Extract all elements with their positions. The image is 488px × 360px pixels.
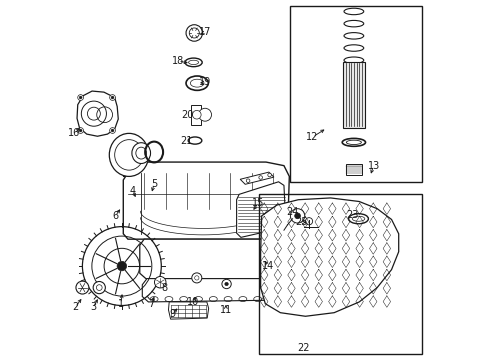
Text: 8: 8 xyxy=(162,283,167,293)
Bar xyxy=(258,194,421,354)
Text: 21: 21 xyxy=(180,136,192,145)
Ellipse shape xyxy=(132,143,150,163)
Polygon shape xyxy=(123,162,289,239)
Text: 24: 24 xyxy=(285,207,298,217)
Polygon shape xyxy=(142,279,283,302)
Circle shape xyxy=(79,129,82,132)
Circle shape xyxy=(224,282,228,286)
Circle shape xyxy=(192,111,201,119)
Polygon shape xyxy=(240,172,273,184)
Text: 14: 14 xyxy=(261,261,273,271)
Circle shape xyxy=(185,25,202,41)
Text: 23: 23 xyxy=(345,210,358,220)
Text: 11: 11 xyxy=(219,305,231,315)
Polygon shape xyxy=(168,302,208,319)
Text: 3: 3 xyxy=(90,302,96,312)
Polygon shape xyxy=(236,182,285,237)
Circle shape xyxy=(109,128,115,134)
Polygon shape xyxy=(140,239,283,279)
Circle shape xyxy=(96,285,102,291)
Circle shape xyxy=(154,276,165,288)
Text: 25: 25 xyxy=(295,217,307,227)
Circle shape xyxy=(117,261,126,271)
Circle shape xyxy=(93,282,105,294)
Circle shape xyxy=(76,281,89,294)
Text: 7: 7 xyxy=(148,299,154,309)
Bar xyxy=(343,62,364,128)
Text: 16: 16 xyxy=(68,129,80,138)
Circle shape xyxy=(290,209,304,223)
Circle shape xyxy=(246,179,249,183)
Circle shape xyxy=(258,176,262,179)
Text: 6: 6 xyxy=(112,211,118,221)
Text: 13: 13 xyxy=(366,161,379,171)
Text: 10: 10 xyxy=(187,297,199,307)
Ellipse shape xyxy=(109,134,148,176)
Bar xyxy=(290,6,421,182)
Text: 20: 20 xyxy=(181,110,193,120)
Circle shape xyxy=(111,96,114,99)
Text: 18: 18 xyxy=(172,56,184,66)
Text: 1: 1 xyxy=(118,299,123,309)
Circle shape xyxy=(78,95,83,100)
Text: 2: 2 xyxy=(72,302,78,312)
Circle shape xyxy=(79,96,82,99)
Polygon shape xyxy=(77,91,118,136)
Text: 9: 9 xyxy=(169,310,175,319)
Circle shape xyxy=(294,213,300,219)
Text: 12: 12 xyxy=(306,132,318,142)
Polygon shape xyxy=(260,198,398,316)
Circle shape xyxy=(109,95,115,100)
Circle shape xyxy=(78,128,83,134)
Circle shape xyxy=(191,273,202,283)
Text: 5: 5 xyxy=(151,179,157,189)
Text: 4: 4 xyxy=(129,186,135,196)
Circle shape xyxy=(222,279,231,289)
Text: 22: 22 xyxy=(297,343,309,353)
Text: 15: 15 xyxy=(251,198,264,208)
Bar xyxy=(346,164,361,175)
Circle shape xyxy=(267,173,271,177)
Circle shape xyxy=(198,108,211,121)
Bar xyxy=(190,105,201,125)
Text: 17: 17 xyxy=(199,27,211,37)
Circle shape xyxy=(111,129,114,132)
Text: 19: 19 xyxy=(199,77,211,87)
Circle shape xyxy=(194,276,199,280)
